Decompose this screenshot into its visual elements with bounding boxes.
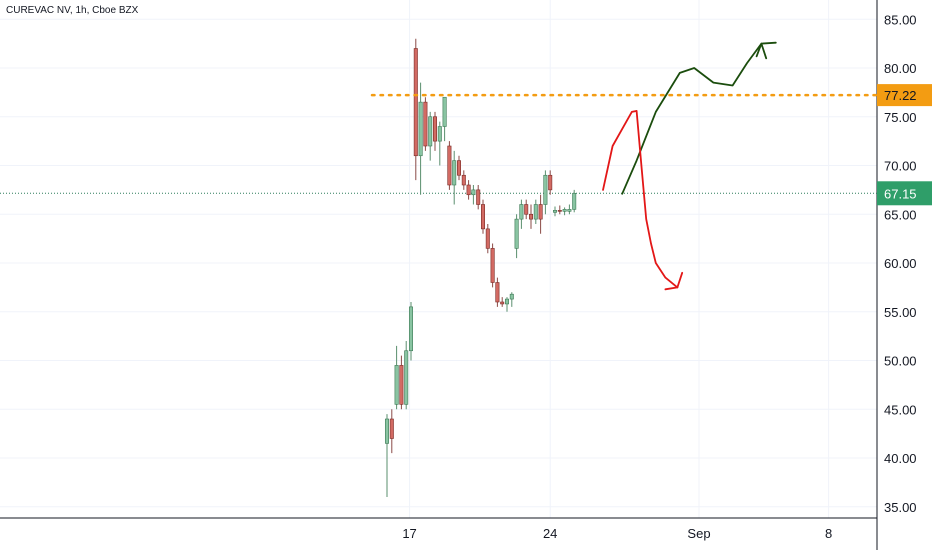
price-tick-label: 50.00 <box>884 354 917 369</box>
candle-body-up <box>562 209 567 212</box>
candle-body-down <box>389 418 394 439</box>
time-tick-label: 8 <box>825 526 832 541</box>
candle-body-down <box>399 365 404 405</box>
current-price-label: 67.15 <box>884 186 917 201</box>
candle-body-up <box>404 350 409 405</box>
candle-body-down <box>500 301 505 305</box>
resistance-price-badge <box>877 84 932 107</box>
candle-body-down <box>432 116 437 142</box>
candle-body-up <box>572 192 577 210</box>
price-tick-label: 35.00 <box>884 500 917 515</box>
candle-body-up <box>533 204 538 220</box>
chart-title: CUREVAC NV, 1h, Cboe BZX <box>6 5 139 16</box>
candle-body-up <box>514 218 519 249</box>
candle-body-down <box>557 210 562 212</box>
price-tick-label: 40.00 <box>884 451 917 466</box>
candle-body-up <box>504 298 509 305</box>
candle-body-up <box>384 418 389 444</box>
bearish-projection-arrow-head <box>664 271 684 291</box>
candle-body-down <box>423 101 428 147</box>
candle-body-up <box>394 365 399 405</box>
candle-body-down <box>476 189 481 205</box>
time-tick-label: 17 <box>402 526 416 541</box>
candle-body-down <box>524 204 529 215</box>
price-tick-label: 70.00 <box>884 159 917 174</box>
price-tick-label: 45.00 <box>884 402 917 417</box>
candle-body-up <box>519 204 524 220</box>
bearish-projection-arrow <box>602 110 679 289</box>
price-tick-label: 60.00 <box>884 256 917 271</box>
candle-body-down <box>538 204 543 220</box>
candle-body-down <box>413 48 418 157</box>
candle-body-down <box>456 160 461 176</box>
candle-body-up <box>452 160 457 186</box>
price-tick-label: 55.00 <box>884 305 917 320</box>
candle-body-up <box>437 126 442 142</box>
candle-body-up <box>567 209 572 212</box>
candle-body-down <box>485 228 490 249</box>
candle-body-down <box>466 184 471 196</box>
candle-body-up <box>543 174 548 205</box>
price-tick-label: 80.00 <box>884 61 917 76</box>
candle-body-up <box>418 101 423 157</box>
candle-body-down <box>528 213 533 220</box>
candle-body-down <box>490 248 495 283</box>
candle-body-down <box>447 145 452 186</box>
candle-body-up <box>509 293 514 300</box>
candle-body-down <box>495 282 500 303</box>
bullish-projection-arrow-head <box>755 41 777 60</box>
price-tick-label: 65.00 <box>884 207 917 222</box>
candle-body-up <box>428 116 433 147</box>
current-price-badge <box>877 181 932 206</box>
price-tick-label: 75.00 <box>884 110 917 125</box>
candle-body-down <box>461 174 466 186</box>
candle-body-up <box>442 96 447 127</box>
bullish-projection-arrow <box>621 42 763 195</box>
candle-body-up <box>471 189 476 196</box>
price-tick-label: 85.00 <box>884 12 917 27</box>
candle-body-down <box>548 174 553 191</box>
time-tick-label: 24 <box>543 526 557 541</box>
candle-body-up <box>552 210 557 213</box>
resistance-price-label: 77.22 <box>884 88 917 103</box>
time-tick-label: Sep <box>687 526 710 541</box>
candle-body-down <box>480 204 485 230</box>
candle-body-up <box>408 306 413 352</box>
